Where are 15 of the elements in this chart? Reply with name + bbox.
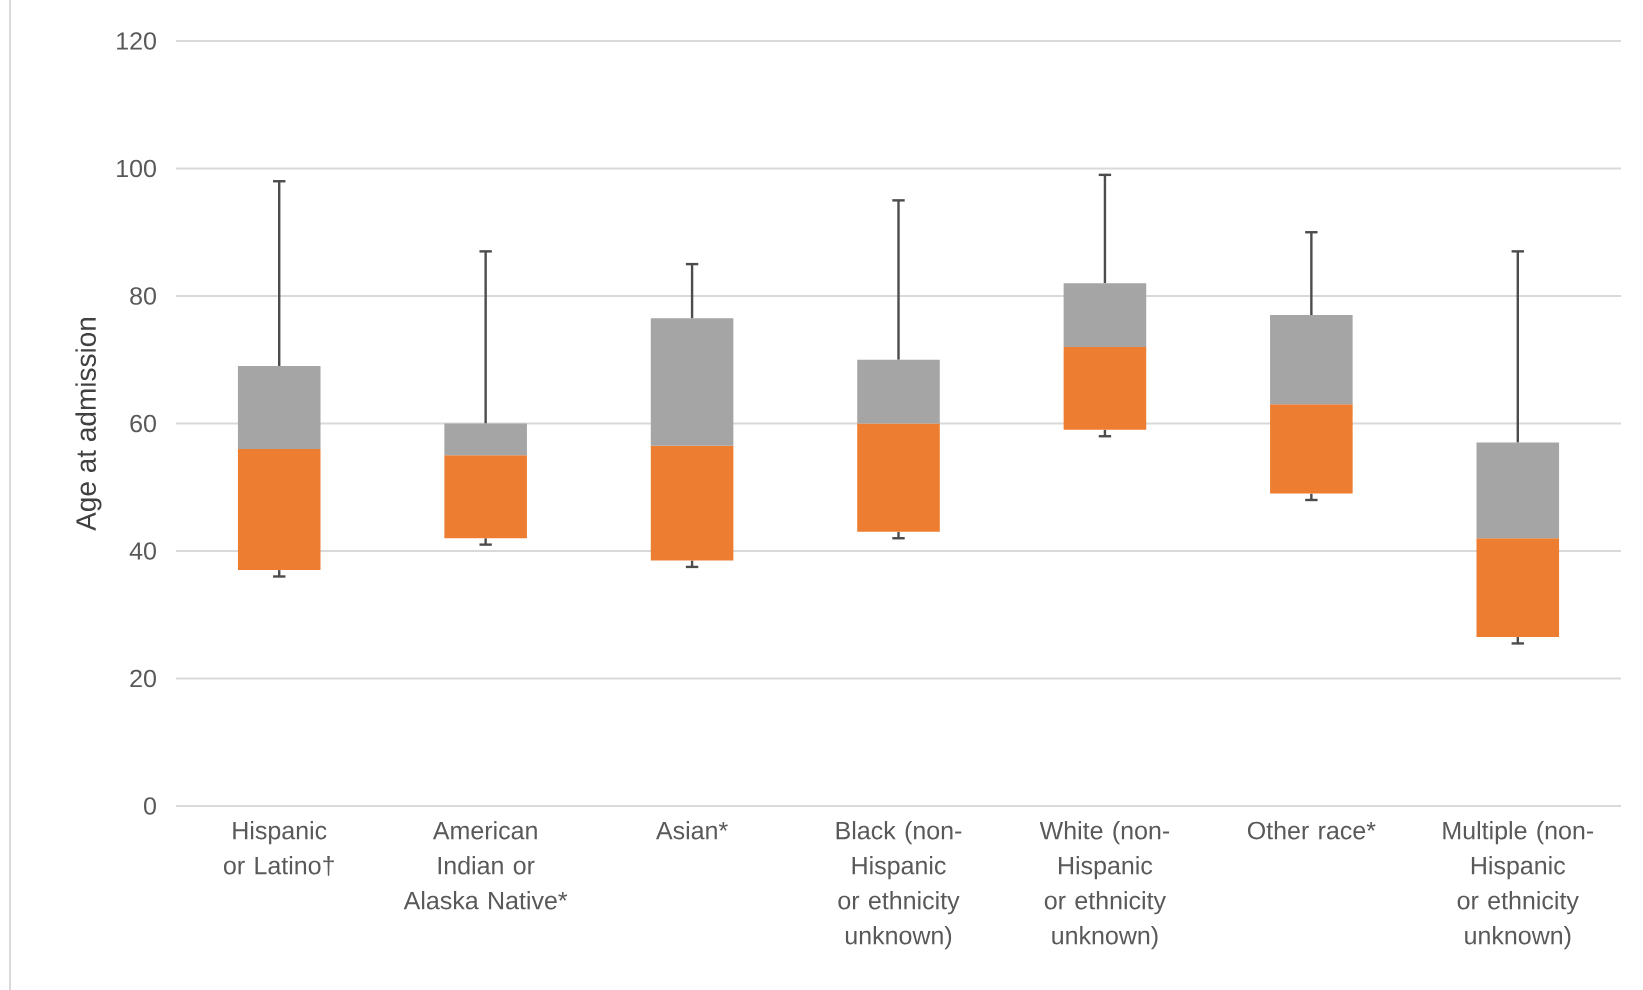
- x-tick-label: Other race*: [1247, 821, 1376, 840]
- y-tick-label: 100: [117, 159, 156, 178]
- y-tick-label: 40: [129, 542, 156, 560]
- y-tick-label: 80: [130, 287, 156, 305]
- x-tick-label: Hispanic or Latino†: [223, 821, 334, 876]
- y-tick-label: 0: [144, 797, 156, 815]
- y-tick-label: 120: [117, 32, 156, 50]
- x-tick-label: Asian*: [656, 821, 728, 840]
- x-tick-label: American Indian or Alaska Native*: [403, 821, 568, 910]
- x-tick-label: Black (non-Hispanic or ethnicity unknown): [836, 821, 962, 950]
- y-tick-label: 20: [130, 669, 156, 688]
- x-tick-label: White (non-Hispanic or ethnicity unknown): [1039, 821, 1170, 950]
- x-tick-label: Multiple (non-Hispanic or ethnicity unknown): [1443, 821, 1594, 950]
- y-tick-label: 60: [130, 414, 156, 433]
- y-axis-title: Age at admission: [75, 317, 102, 531]
